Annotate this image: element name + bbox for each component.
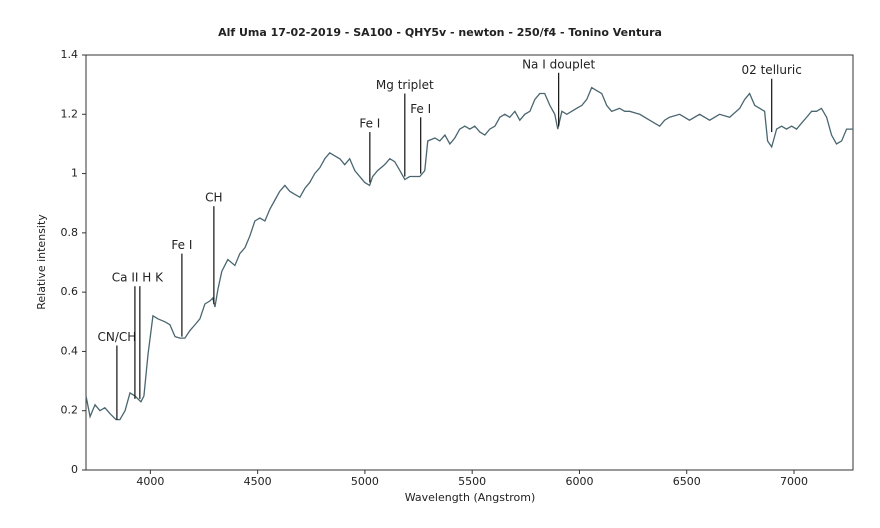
annotation-label: CN/CH (97, 330, 136, 344)
annotation-label: Na I douplet (522, 57, 595, 71)
annotation-label: CH (205, 191, 222, 205)
spectrum-line (85, 86, 853, 421)
y-axis-label: Relative intensity (35, 214, 48, 310)
annotation-label: Mg triplet (376, 78, 434, 92)
x-tick-label: 5000 (351, 475, 379, 488)
annotation-label: Fe I (359, 117, 380, 131)
y-tick-label: 0.8 (61, 226, 79, 239)
y-tick-label: 0.2 (61, 404, 79, 417)
y-tick-label: 0.6 (61, 285, 79, 298)
plot-frame (85, 54, 854, 471)
x-tick-label: 4500 (244, 475, 272, 488)
x-tick-label: 7000 (780, 475, 808, 488)
y-tick-label: 1.2 (61, 107, 79, 120)
x-tick-label: 6000 (565, 475, 593, 488)
chart-title: Alf Uma 17-02-2019 - SA100 - QHY5v - new… (218, 26, 662, 39)
x-tick-label: 4000 (136, 475, 164, 488)
annotation-label: Ca II H K (112, 271, 164, 285)
annotation-label: Fe I (171, 238, 192, 252)
x-tick-label: 5500 (458, 475, 486, 488)
x-tick-label: 6500 (673, 475, 701, 488)
y-tick-label: 1.4 (61, 48, 79, 61)
annotation-label: 02 telluric (742, 63, 802, 77)
y-tick-label: 1 (71, 167, 78, 180)
y-tick-label: 0 (71, 463, 78, 476)
y-tick-label: 0.4 (61, 344, 79, 357)
x-axis-label: Wavelength (Angstrom) (405, 491, 536, 504)
annotation-label: Fe I (410, 102, 431, 116)
